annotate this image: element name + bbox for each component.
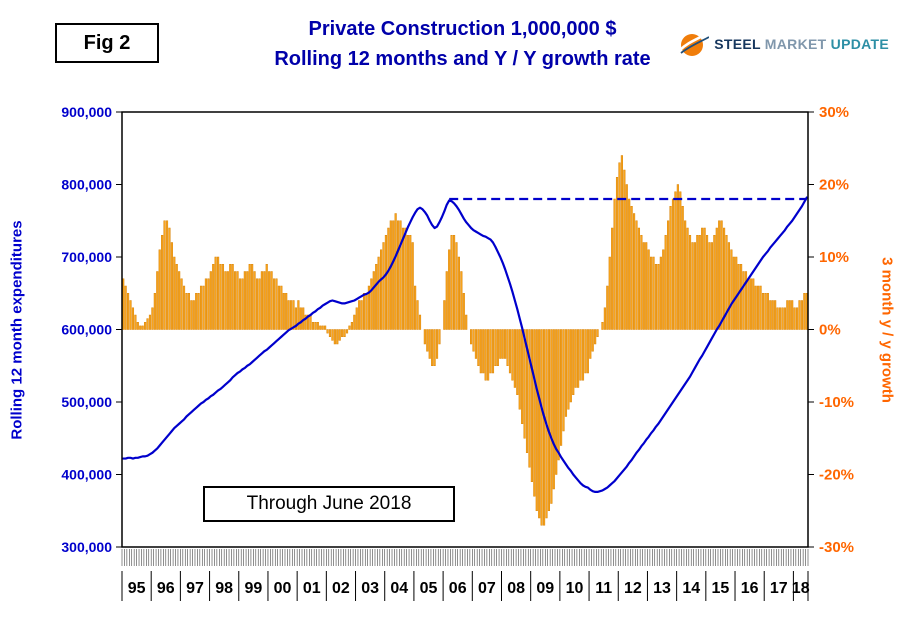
chart-title-line2: Rolling 12 months and Y / Y growth rate (274, 48, 651, 70)
svg-text:0%: 0% (819, 322, 841, 339)
svg-text:300,000: 300,000 (61, 539, 112, 555)
svg-text:400,000: 400,000 (61, 467, 112, 483)
svg-text:10: 10 (566, 580, 584, 597)
x-axis: 95 96 97 98 99 00 01 02 03 04 05 06 07 08 09 10 11 12 13 14… (121, 549, 810, 601)
smu-logo-text: STEEL MARKET UPDATE (714, 36, 889, 52)
svg-text:08: 08 (507, 580, 525, 597)
svg-text:02: 02 (332, 580, 350, 597)
svg-text:15: 15 (712, 580, 730, 597)
svg-text:07: 07 (478, 580, 496, 597)
smu-logo-word-update: UPDATE (830, 36, 889, 52)
right-axis: -30% -20% -10% 0% 10% 20% 30% (808, 104, 854, 556)
svg-text:98: 98 (215, 580, 233, 597)
svg-text:95: 95 (128, 580, 146, 597)
svg-text:-10%: -10% (819, 394, 854, 411)
chart-title: Private Construction 1,000,000 $ Rolling… (180, 14, 745, 74)
svg-text:01: 01 (303, 580, 321, 597)
svg-text:18: 18 (792, 580, 810, 597)
svg-text:14: 14 (682, 580, 700, 597)
svg-text:-30%: -30% (819, 539, 854, 556)
svg-text:99: 99 (244, 580, 262, 597)
smu-logo-word-market: MARKET (764, 36, 827, 52)
left-axis: 300,000 400,000 500,000 600,000 700,000 800,0… (61, 104, 122, 555)
svg-text:96: 96 (157, 580, 175, 597)
orange-globe-swoosh-icon (679, 31, 710, 56)
svg-text:16: 16 (741, 580, 759, 597)
svg-text:30%: 30% (819, 104, 849, 121)
smu-logo-word-steel: STEEL (714, 36, 761, 52)
svg-text:500,000: 500,000 (61, 394, 112, 410)
right-axis-title: 3 month y / y growth (878, 257, 896, 403)
figure-label: Fig 2 (83, 31, 131, 54)
chart-title-line1: Private Construction 1,000,000 $ (308, 18, 617, 40)
svg-text:600,000: 600,000 (61, 322, 112, 338)
svg-text:700,000: 700,000 (61, 249, 112, 265)
svg-text:09: 09 (536, 580, 554, 597)
svg-text:12: 12 (624, 580, 642, 597)
svg-text:03: 03 (361, 580, 379, 597)
svg-text:13: 13 (653, 580, 671, 597)
figure-label-box: Fig 2 (55, 23, 159, 63)
left-axis-title: Rolling 12 month expenditures (8, 220, 26, 440)
smu-logo: STEEL MARKET UPDATE (679, 30, 889, 58)
svg-text:11: 11 (595, 580, 612, 597)
svg-text:04: 04 (390, 580, 408, 597)
svg-text:20%: 20% (819, 177, 849, 194)
svg-text:-20%: -20% (819, 467, 854, 484)
expenditure-line (122, 196, 808, 493)
svg-text:900,000: 900,000 (61, 104, 112, 120)
svg-text:06: 06 (449, 580, 467, 597)
svg-text:17: 17 (770, 580, 788, 597)
annotation-box: Through June 2018 (203, 486, 455, 522)
svg-text:800,000: 800,000 (61, 177, 112, 193)
annotation-text: Through June 2018 (246, 493, 412, 514)
svg-text:05: 05 (420, 580, 438, 597)
growth-bars (122, 155, 808, 526)
svg-text:10%: 10% (819, 249, 849, 266)
svg-text:97: 97 (186, 580, 204, 597)
svg-text:00: 00 (274, 580, 292, 597)
